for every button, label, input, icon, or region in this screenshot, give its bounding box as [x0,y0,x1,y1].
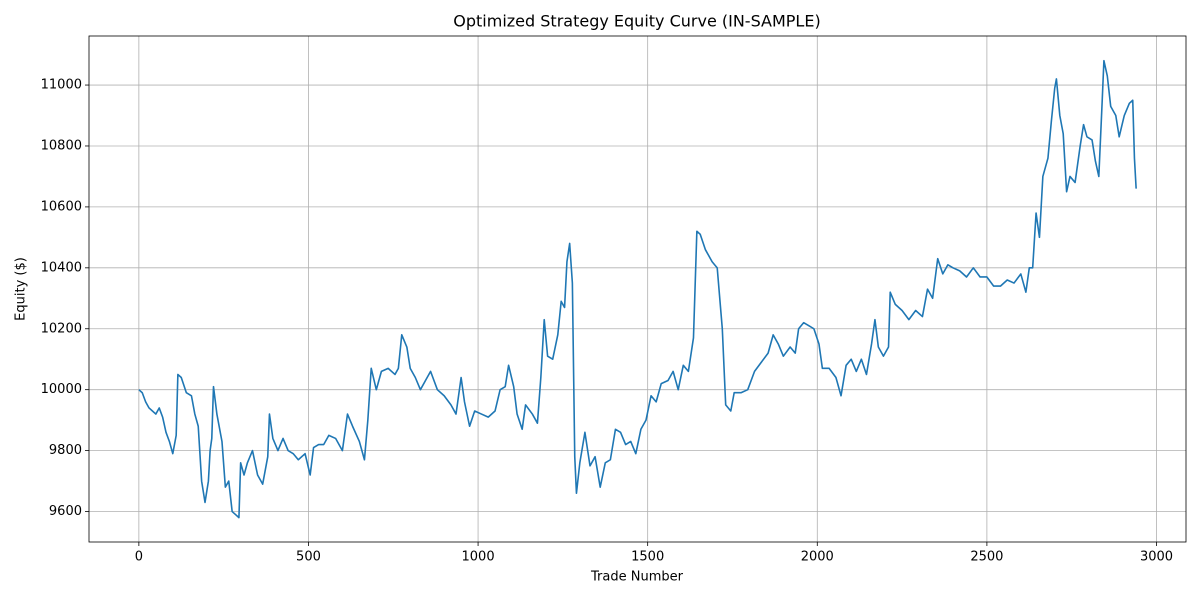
x-tick-label: 2000 [801,550,834,565]
x-tick-label: 1500 [631,550,664,565]
y-tick-label: 10000 [41,382,82,397]
equity-line [138,59,1137,519]
plot-area: 0 500 1000 1500 2000 2500 3000 9600 9800 10000 102… [41,35,1187,565]
y-tick-label: 9600 [49,504,82,519]
y-tick-label: 10600 [41,199,82,214]
x-axis-label: Trade Number [590,570,684,585]
y-tick-label: 10800 [41,138,82,153]
y-tick-label: 10200 [41,321,82,336]
x-tick-label: 3000 [1140,550,1173,565]
y-tick-label: 11000 [41,78,82,93]
y-tick-label: 10400 [41,260,82,275]
x-tick-label: 0 [135,550,143,565]
chart-title: Optimized Strategy Equity Curve (IN-SAMP… [453,12,820,31]
axes-frame [88,35,1187,543]
y-axis-label: Equity ($) [14,257,29,321]
x-tick-label: 500 [296,550,321,565]
y-tick-label: 9800 [49,443,82,458]
x-tick-label: 1000 [462,550,495,565]
x-tick-label: 2500 [970,550,1003,565]
